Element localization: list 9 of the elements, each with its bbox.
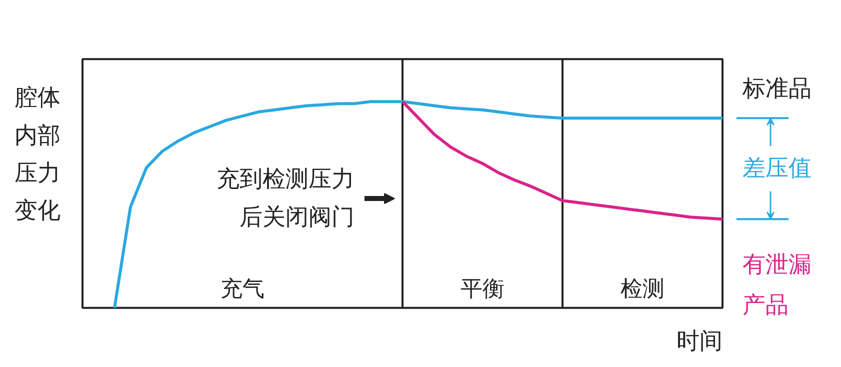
series-label: 有泄漏产品 — [742, 252, 812, 318]
annotation: 平衡 — [460, 276, 504, 302]
series-label: 标准品 — [742, 76, 812, 102]
x-axis-title: 时间 — [676, 328, 722, 354]
annotation: 充气 — [220, 276, 264, 302]
text: 差压值 — [742, 156, 812, 182]
annotation: 充到检测压力后关闭阀门 — [216, 166, 354, 230]
annotation: 检测 — [620, 276, 664, 302]
y-axis-title: 腔体内部压力变化 — [14, 85, 60, 224]
